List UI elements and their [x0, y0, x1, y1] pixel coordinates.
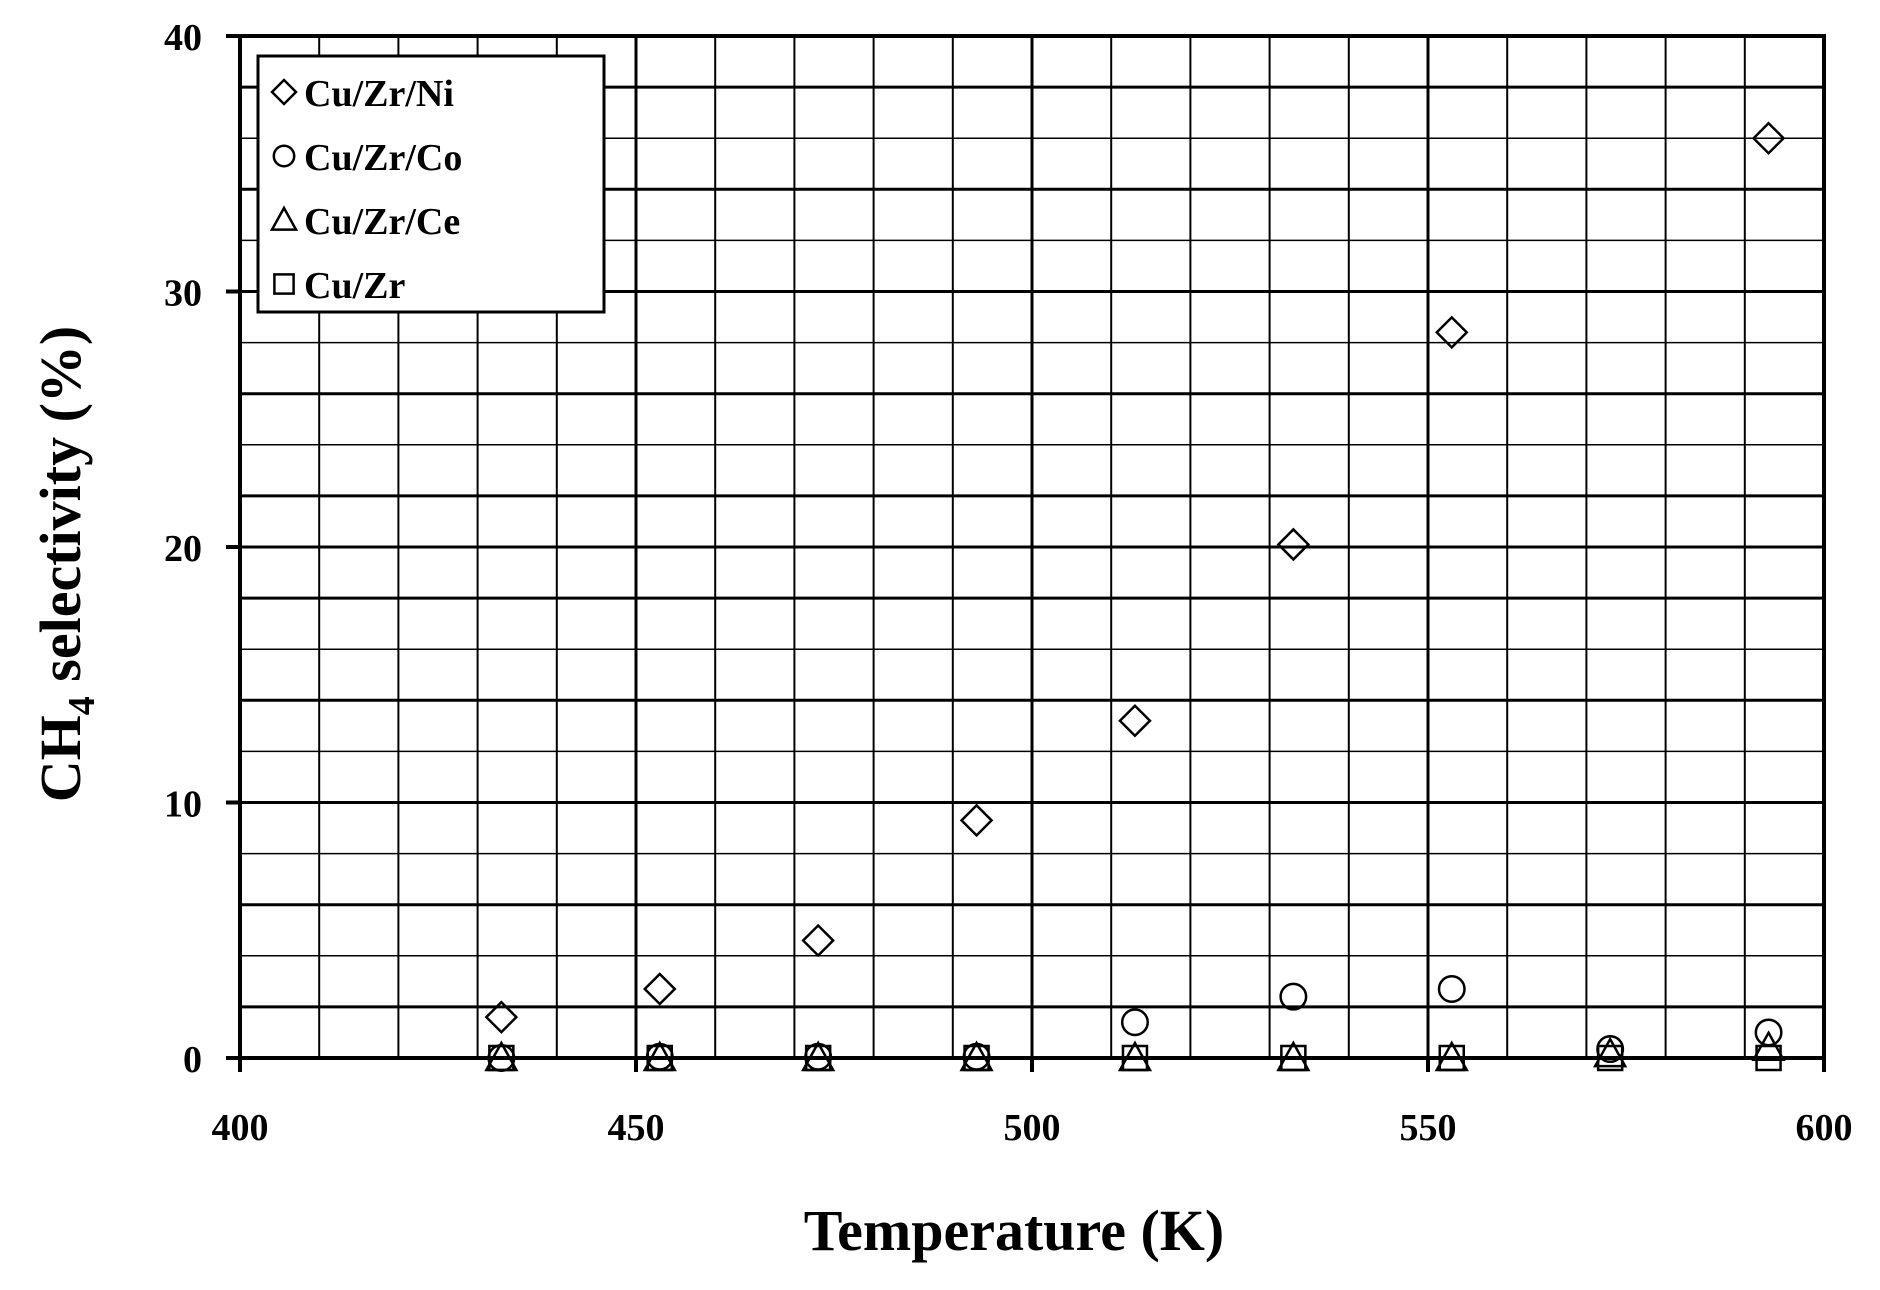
legend-label: Cu/Zr/Ni: [304, 73, 454, 115]
legend-label: Cu/Zr/Ce: [304, 201, 460, 243]
diamond-data-point: [484, 1000, 519, 1034]
x-tick-label: 600: [1796, 1107, 1853, 1149]
y-tick-label: 10: [164, 784, 202, 826]
legend-marker-circle: [272, 144, 296, 168]
diamond-data-point: [642, 972, 677, 1006]
data-points: [484, 121, 1786, 1072]
y-axis-title-main: CH: [28, 715, 93, 802]
y-axis-title: CH4 selectivity (%): [28, 326, 103, 802]
triangle-data-point: [1751, 1030, 1786, 1062]
circle-data-point: [962, 1042, 991, 1071]
x-tick-label: 450: [608, 1107, 665, 1149]
y-axis-title-subscript: 4: [61, 696, 103, 715]
circle-data-point: [645, 1042, 674, 1071]
triangle-data-point: [1276, 1040, 1311, 1072]
diamond-data-point: [1118, 703, 1152, 738]
circle-data-point: [1754, 1018, 1783, 1047]
x-tick-label: 550: [1400, 1107, 1457, 1149]
square-data-point: [1596, 1044, 1624, 1072]
y-tick-label: 0: [183, 1039, 202, 1081]
legend: Cu/Zr/Ni Cu/Zr/Co Cu/Zr/Ce Cu/Zr: [256, 54, 606, 314]
x-tick-label: 500: [1004, 1107, 1061, 1149]
legend-label: Cu/Zr/Co: [304, 137, 462, 179]
diamond-data-point: [1751, 121, 1786, 155]
diamond-data-point: [801, 923, 835, 958]
circle-data-point: [487, 1044, 516, 1072]
legend-marker-square: [273, 273, 295, 295]
x-axis-title: Temperature (K): [804, 1198, 1224, 1263]
series-triangle: [484, 1030, 1786, 1072]
diamond-data-point: [1434, 315, 1469, 350]
legend-marker-diamond: [270, 78, 298, 106]
y-tick-label: 20: [164, 528, 202, 570]
triangle-data-point: [1593, 1036, 1628, 1068]
grid: [240, 36, 1824, 1058]
diamond-data-point: [1276, 527, 1311, 562]
diamond-data-point: [959, 803, 994, 838]
legend-marker-triangle: [269, 205, 299, 231]
circle-data-point: [1437, 975, 1466, 1004]
series-circle: [487, 975, 1783, 1072]
y-tick-label: 30: [164, 273, 202, 315]
y-axis-title-rest: selectivity (%): [28, 326, 93, 696]
triangle-data-point: [1434, 1040, 1469, 1072]
legend-box: [256, 54, 606, 314]
axis-ticks: 400 450 500 550 600 0 10 20 30 40: [164, 17, 1853, 1149]
series-diamond: [484, 121, 1786, 1034]
circle-data-point: [1279, 982, 1308, 1011]
circle-data-point: [1120, 1008, 1149, 1037]
x-tick-label: 400: [212, 1107, 269, 1149]
circle-data-point: [1596, 1035, 1625, 1064]
legend-label: Cu/Zr: [304, 265, 405, 307]
circle-data-point: [804, 1042, 833, 1071]
y-tick-label: 40: [164, 17, 202, 59]
triangle-data-point: [1117, 1040, 1153, 1072]
